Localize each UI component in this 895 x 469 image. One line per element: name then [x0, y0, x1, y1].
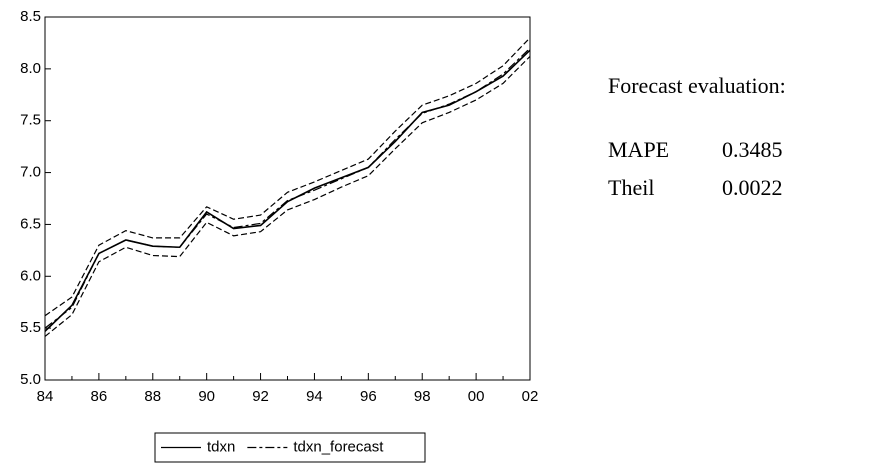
legend-label: tdxn_forecast — [293, 438, 384, 455]
forecast-band — [44, 37, 531, 317]
x-tick-label: 86 — [91, 388, 108, 405]
y-tick-label: 5.0 — [20, 371, 41, 388]
y-tick-label: 5.5 — [20, 319, 41, 336]
y-tick-label: 7.0 — [20, 164, 41, 181]
y-tick-label: 8.0 — [20, 60, 41, 77]
y-tick-label: 6.0 — [20, 267, 41, 284]
y-tick-label: 7.5 — [20, 112, 41, 129]
x-tick-label: 98 — [414, 388, 431, 405]
x-tick-label: 94 — [306, 388, 323, 405]
metric-value: 0.3485 — [722, 137, 783, 162]
metric-value: 0.0022 — [722, 175, 783, 200]
x-tick-label: 84 — [37, 388, 54, 405]
forecast-band — [44, 55, 531, 337]
metric-name: MAPE — [608, 137, 669, 162]
x-tick-label: 90 — [198, 388, 215, 405]
x-tick-label: 92 — [252, 388, 269, 405]
metric-name: Theil — [608, 175, 654, 200]
x-tick-label: 88 — [144, 388, 161, 405]
evaluation-title: Forecast evaluation: — [608, 73, 786, 98]
x-tick-label: 96 — [360, 388, 377, 405]
series-line — [44, 49, 531, 332]
y-tick-label: 6.5 — [20, 215, 41, 232]
plot-frame — [44, 16, 531, 381]
legend-label: tdxn — [207, 438, 235, 455]
y-tick-label: 8.5 — [20, 8, 41, 25]
x-tick-label: 00 — [468, 388, 485, 405]
series-line — [44, 47, 531, 329]
x-tick-label: 02 — [522, 388, 539, 405]
